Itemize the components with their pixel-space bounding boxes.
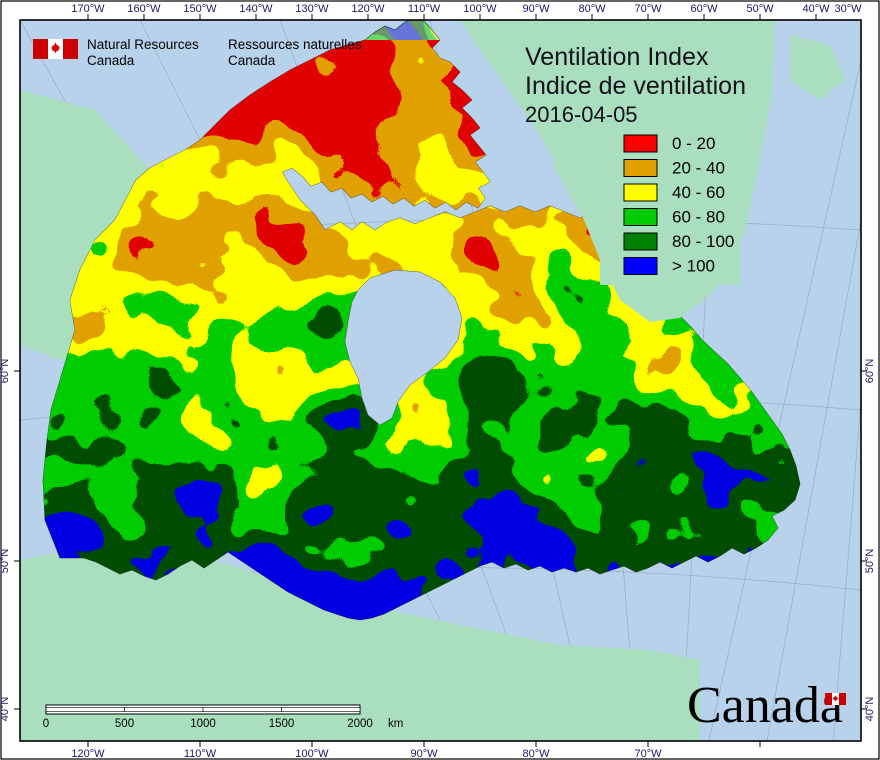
svg-text:Ventilation Index: Ventilation Index [525,43,709,71]
svg-text:80°W: 80°W [578,3,606,15]
svg-text:60°N: 60°N [864,359,876,384]
svg-text:150°W: 150°W [183,3,217,15]
svg-text:130°W: 130°W [295,3,329,15]
svg-text:500: 500 [115,718,134,730]
svg-text:70°W: 70°W [634,3,662,15]
svg-text:20 - 40: 20 - 40 [672,159,725,178]
svg-text:2016-04-05: 2016-04-05 [525,102,638,127]
svg-text:100°W: 100°W [463,3,497,15]
svg-text:140°W: 140°W [239,3,273,15]
svg-text:Ressources naturelles: Ressources naturelles [228,37,362,52]
svg-text:Canada: Canada [87,53,135,68]
svg-text:80 - 100: 80 - 100 [672,232,734,251]
svg-text:120°W: 120°W [71,748,105,760]
svg-text:50°N: 50°N [864,549,876,574]
svg-text:0 - 20: 0 - 20 [672,134,715,153]
svg-text:Canada: Canada [228,53,276,68]
svg-text:170°W: 170°W [71,3,105,15]
svg-text:60°W: 60°W [690,3,718,15]
svg-text:60 - 80: 60 - 80 [672,208,725,227]
svg-text:40°W: 40°W [802,3,830,15]
svg-text:110°W: 110°W [408,3,441,15]
svg-text:90°W: 90°W [522,3,550,15]
svg-text:50°W: 50°W [746,3,774,15]
svg-text:160°W: 160°W [127,3,161,15]
svg-text:40°N: 40°N [0,697,11,722]
svg-text:2000: 2000 [347,718,373,730]
svg-text:Natural Resources: Natural Resources [87,37,199,52]
svg-text:80°W: 80°W [522,748,550,760]
svg-text:> 100: > 100 [672,257,715,276]
svg-text:0: 0 [43,718,49,730]
svg-text:70°W: 70°W [634,748,662,760]
svg-text:1500: 1500 [269,718,295,730]
svg-text:40 - 60: 40 - 60 [672,183,725,202]
svg-text:110°W: 110°W [184,748,217,760]
svg-text:90°W: 90°W [410,748,438,760]
svg-text:km: km [388,718,403,730]
svg-text:100°W: 100°W [295,748,329,760]
svg-text:50°N: 50°N [0,549,11,574]
svg-text:Indice de ventilation: Indice de ventilation [525,72,746,100]
svg-text:1000: 1000 [190,718,216,730]
svg-text:30°W: 30°W [834,3,862,15]
svg-text:Canada: Canada [687,677,843,734]
svg-text:60°N: 60°N [0,359,11,384]
svg-text:40°N: 40°N [864,697,876,722]
svg-text:120°W: 120°W [351,3,385,15]
